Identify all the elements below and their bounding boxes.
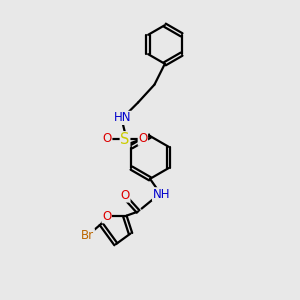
Text: NH: NH xyxy=(152,188,170,201)
Text: O: O xyxy=(138,132,148,145)
Text: HN: HN xyxy=(114,111,131,124)
Text: S: S xyxy=(120,132,130,147)
Text: O: O xyxy=(121,189,130,202)
Text: O: O xyxy=(102,210,111,223)
Text: Br: Br xyxy=(81,229,94,242)
Text: O: O xyxy=(103,132,112,145)
